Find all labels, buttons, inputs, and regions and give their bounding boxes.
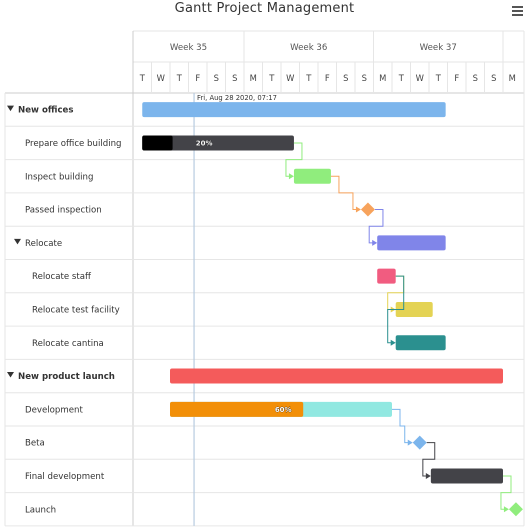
triangle-down-icon[interactable]: [14, 238, 21, 245]
task-label: Beta: [25, 439, 45, 449]
day-label: F: [195, 73, 200, 83]
arrow-head: [425, 472, 431, 479]
day-label: S: [491, 73, 496, 83]
current-date-label: Fri, Aug 28 2020, 07:17: [197, 94, 277, 102]
hamburger-menu-icon[interactable]: [512, 6, 523, 16]
day-label: S: [362, 73, 367, 83]
dependency-connector: [368, 209, 384, 244]
arrow-head: [355, 206, 361, 213]
task-label: Passed inspection: [25, 206, 102, 216]
page-title: Gantt Project Management: [174, 1, 355, 16]
day-label: F: [454, 73, 459, 83]
dependency-connector: [422, 442, 436, 477]
day-label: S: [214, 73, 219, 83]
task-label: New product launch: [18, 372, 115, 382]
milestone-diamond[interactable]: [412, 435, 427, 450]
day-label: T: [305, 73, 312, 83]
arrow-head: [288, 173, 294, 180]
task-label: Final development: [25, 472, 105, 482]
task-bar[interactable]: [395, 301, 433, 317]
task-bar[interactable]: [142, 102, 446, 118]
milestone-diamond[interactable]: [508, 502, 523, 517]
progress-fill: [142, 135, 173, 151]
task-label: Prepare office building: [25, 139, 121, 149]
day-label: W: [286, 73, 294, 83]
day-label: M: [509, 73, 516, 83]
task-label: Relocate staff: [32, 272, 92, 282]
day-label: F: [325, 73, 330, 83]
task-bar[interactable]: [377, 268, 396, 284]
day-label: M: [250, 73, 257, 83]
dependency-connector: [500, 475, 512, 510]
task-bar[interactable]: [170, 368, 503, 384]
dependency-connector: [285, 142, 303, 177]
day-label: S: [232, 73, 237, 83]
task-bar[interactable]: [142, 135, 294, 151]
dependency-connector: [387, 275, 405, 344]
task-label: Development: [25, 405, 83, 415]
task-label: Relocate test facility: [32, 305, 120, 315]
triangle-down-icon[interactable]: [7, 372, 14, 378]
arrow-head: [407, 439, 413, 446]
task-bar[interactable]: [430, 468, 503, 484]
day-label: T: [139, 73, 146, 83]
week-label: Week 36: [290, 43, 327, 53]
day-label: W: [157, 73, 165, 83]
day-label: W: [416, 73, 424, 83]
week-label: Week 37: [420, 43, 457, 53]
task-label: Relocate cantina: [32, 339, 104, 349]
arrow-head: [503, 506, 509, 513]
dependency-connector: [392, 408, 411, 444]
task-label: Relocate: [25, 239, 62, 249]
task-label: New offices: [18, 106, 73, 116]
day-label: S: [343, 73, 348, 83]
day-label: S: [473, 73, 478, 83]
task-label: Inspect building: [25, 172, 93, 182]
day-label: M: [379, 73, 386, 83]
day-label: T: [435, 73, 442, 83]
arrow-head: [372, 239, 378, 246]
progress-label: 60%: [275, 406, 292, 414]
milestone-diamond[interactable]: [360, 202, 375, 217]
day-label: T: [398, 73, 405, 83]
day-label: T: [176, 73, 183, 83]
task-bar[interactable]: [377, 235, 446, 251]
arrow-head: [390, 339, 396, 346]
week-label: Week 35: [170, 43, 207, 53]
triangle-down-icon[interactable]: [7, 105, 14, 112]
dependency-connector: [330, 175, 359, 211]
task-label: Launch: [25, 505, 56, 515]
day-label: T: [268, 73, 275, 83]
progress-label: 20%: [196, 139, 213, 147]
task-bar[interactable]: [293, 168, 331, 184]
progress-fill: [170, 401, 304, 417]
task-bar[interactable]: [395, 335, 446, 351]
